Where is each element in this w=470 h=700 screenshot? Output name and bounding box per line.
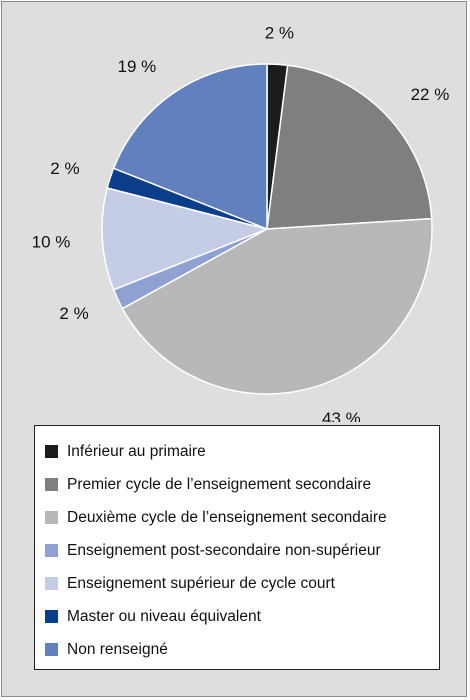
legend-item-deuxieme-cycle: Deuxième cycle de l’enseignement seconda… [45,501,439,534]
slice-value-label: 22 % [411,85,450,104]
pie-slice [266,64,433,230]
slice-value-label: 43 % [322,409,361,422]
legend-item-superieur-cycle-court: Enseignement supérieur de cycle court [45,567,439,600]
legend: Inférieur au primaire Premier cycle de l… [34,425,440,670]
legend-label: Non renseigné [67,640,168,658]
legend-label: Deuxième cycle de l’enseignement seconda… [67,508,387,526]
legend-label: Premier cycle de l’enseignement secondai… [67,475,372,493]
legend-item-master: Master ou niveau équivalent [45,600,439,633]
slice-value-label: 2 % [265,23,294,42]
pie-slice [112,63,268,231]
legend-swatch [45,445,58,458]
slice-value-label: 10 % [32,232,71,251]
legend-item-premier-cycle: Premier cycle de l’enseignement secondai… [45,468,439,501]
legend-label: Enseignement supérieur de cycle court [67,574,335,592]
legend-swatch [45,643,58,656]
slice-value-label: 19 % [118,57,157,76]
legend-item-inferieur-primaire: Inférieur au primaire [45,435,439,468]
legend-swatch [45,478,58,491]
legend-swatch [45,511,58,524]
legend-item-non-renseigne: Non renseigné [45,633,439,666]
slice-value-label: 2 % [59,304,88,323]
legend-label: Enseignement post-secondaire non-supérie… [67,541,381,559]
slice-value-label: 2 % [50,159,79,178]
legend-label: Master ou niveau équivalent [67,607,261,625]
legend-swatch [45,610,58,623]
pie-slice [101,187,270,291]
pie-slice [121,217,433,395]
legend-item-post-secondaire: Enseignement post-secondaire non-supérie… [45,534,439,567]
legend-swatch [45,544,58,557]
pie-chart: 2 % 22 % 43 % 2 % 10 % 2 % 19 % [32,23,450,422]
legend-label: Inférieur au primaire [67,442,206,460]
legend-swatch [45,577,58,590]
